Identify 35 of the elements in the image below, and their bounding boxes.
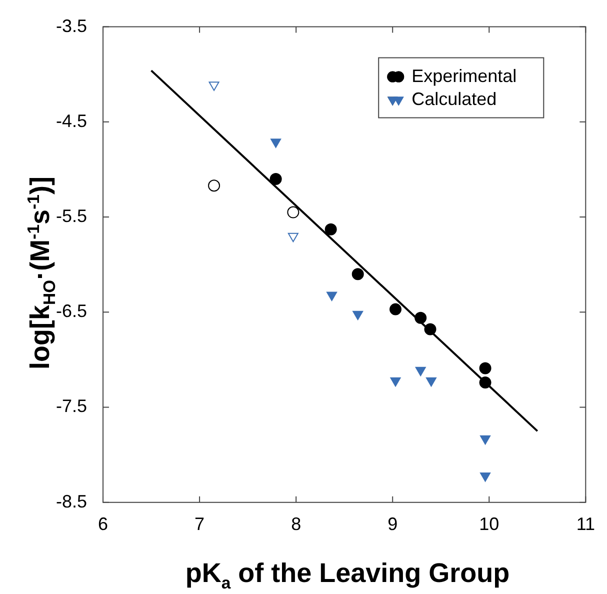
x-tick-label: 10 xyxy=(479,514,500,534)
point xyxy=(326,292,338,302)
point xyxy=(480,472,491,482)
x-tick-label: 9 xyxy=(388,514,398,534)
point xyxy=(208,82,220,91)
point xyxy=(479,362,492,374)
point xyxy=(352,268,364,280)
point xyxy=(389,303,402,316)
point xyxy=(414,312,427,324)
y-tick-label: -6.5 xyxy=(56,301,88,322)
point xyxy=(426,377,436,387)
legend-label: Calculated xyxy=(412,88,497,109)
x-tick-label: 11 xyxy=(576,514,595,534)
point xyxy=(270,138,282,148)
y-tick-label: -4.5 xyxy=(56,110,88,131)
point xyxy=(288,232,298,242)
x-axis-title: pK$_{a}$ of the Leaving Group xyxy=(184,558,511,594)
point xyxy=(479,376,492,389)
y-tick-label: -8.5 xyxy=(56,491,88,512)
point xyxy=(390,377,401,387)
x-tick-label: 7 xyxy=(194,514,205,534)
point xyxy=(480,435,491,445)
point xyxy=(270,172,282,185)
point xyxy=(415,366,426,376)
y-tick-label: -5.5 xyxy=(56,206,88,226)
y-tick-label: -3.5 xyxy=(56,16,88,36)
point xyxy=(352,310,364,320)
point xyxy=(424,323,436,336)
legend-label: Experimental xyxy=(412,66,517,86)
point xyxy=(324,223,337,236)
x-tick-label: 6 xyxy=(98,514,108,534)
point xyxy=(208,180,220,192)
x-tick-label: 8 xyxy=(291,514,302,534)
y-tick-label: -7.5 xyxy=(56,396,88,416)
point xyxy=(287,206,300,218)
